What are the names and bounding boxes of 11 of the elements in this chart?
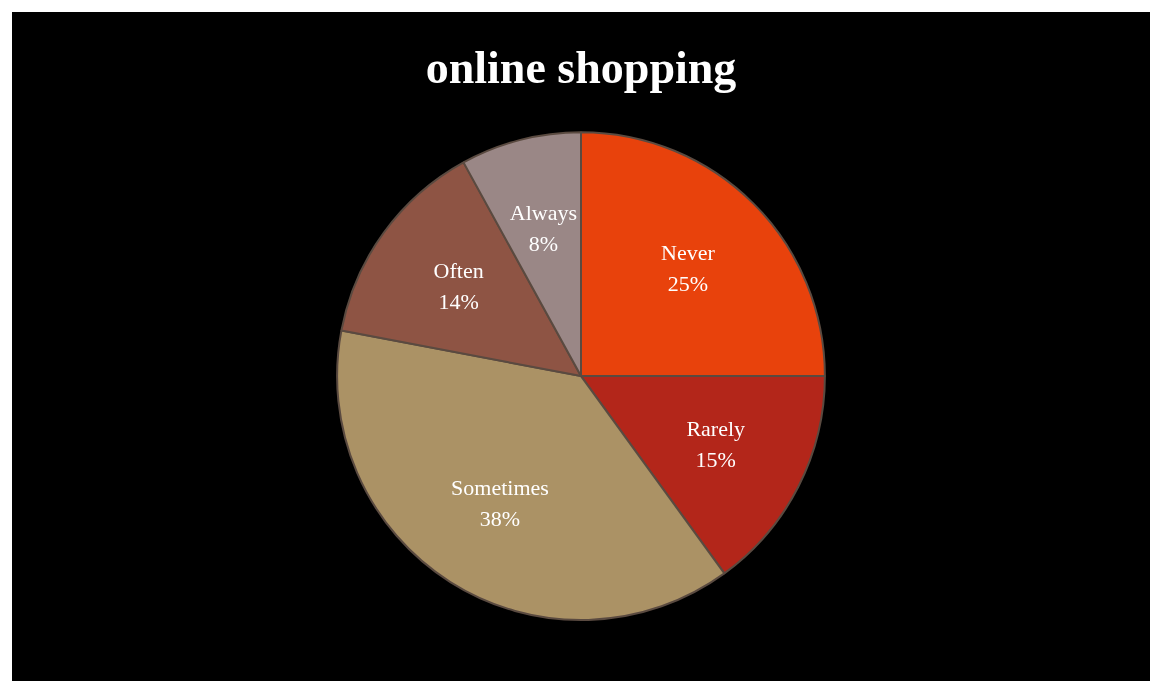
slice-label: Sometimes xyxy=(451,474,549,500)
slice-label: Often xyxy=(433,258,484,283)
data-label: 14% xyxy=(438,289,479,314)
data-label: 15% xyxy=(695,446,736,472)
slice-label: Always xyxy=(509,200,577,226)
chart-title: online shopping xyxy=(425,42,737,94)
data-label: 8% xyxy=(528,231,559,257)
data-label: 38% xyxy=(479,505,521,531)
data-label: 25% xyxy=(667,270,709,296)
slice-label: Never xyxy=(661,239,716,265)
slice-label: Rarely xyxy=(686,415,746,441)
